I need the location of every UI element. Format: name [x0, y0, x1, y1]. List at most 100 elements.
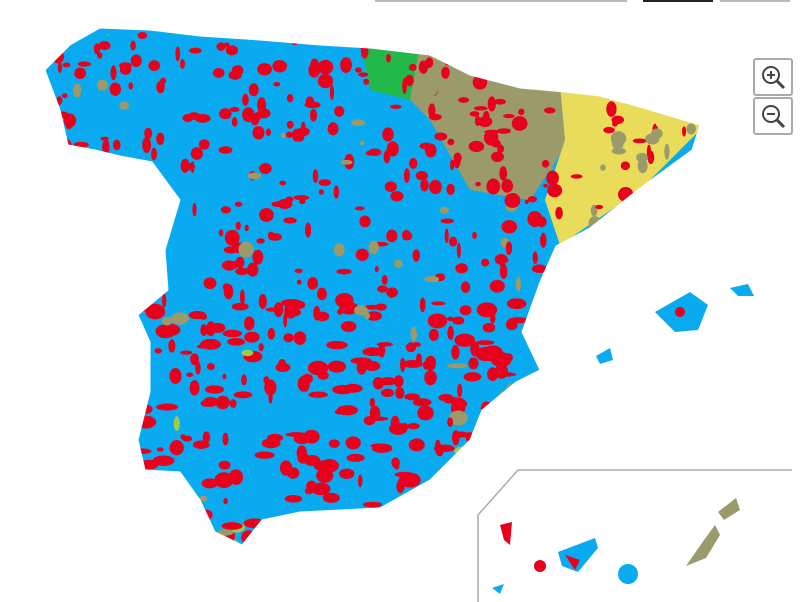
patch	[447, 325, 454, 341]
patch	[515, 276, 522, 292]
patch	[583, 493, 600, 509]
patch	[631, 310, 646, 325]
patch	[563, 478, 582, 484]
patch	[66, 378, 85, 391]
patch	[449, 481, 458, 494]
patch	[219, 108, 232, 120]
patch	[258, 343, 264, 352]
patch	[45, 341, 57, 355]
patch	[335, 292, 354, 308]
patch	[335, 529, 348, 545]
patch	[527, 210, 543, 227]
patch	[424, 276, 440, 283]
patch	[222, 373, 227, 380]
patch	[555, 31, 566, 45]
patch	[631, 220, 642, 237]
patch	[225, 45, 239, 56]
patch	[189, 380, 200, 396]
island	[618, 564, 638, 584]
patch	[438, 467, 446, 477]
zoom-in-button[interactable]	[753, 58, 793, 96]
patch	[216, 42, 226, 51]
patch	[637, 143, 645, 151]
patch	[662, 526, 683, 532]
patch	[96, 538, 111, 543]
patch	[658, 536, 664, 545]
patch	[683, 265, 697, 272]
patch	[221, 522, 243, 530]
patch	[590, 448, 601, 459]
patch	[301, 377, 310, 392]
island	[500, 522, 512, 545]
patch	[616, 261, 629, 276]
patch	[345, 436, 361, 450]
patch	[641, 69, 657, 82]
patch	[247, 172, 262, 180]
patch	[267, 524, 285, 532]
patch	[190, 147, 203, 160]
patch	[56, 367, 70, 374]
patch	[688, 441, 700, 452]
patch	[340, 57, 352, 73]
patch	[62, 62, 71, 68]
patch	[620, 161, 630, 171]
patch	[676, 489, 690, 501]
patch	[655, 121, 667, 128]
patch	[67, 240, 83, 248]
patch	[78, 417, 87, 423]
patch	[336, 268, 352, 275]
zoom-out-button[interactable]	[753, 97, 793, 135]
patch	[577, 28, 587, 29]
patch	[119, 513, 139, 530]
patch	[97, 52, 103, 59]
patch	[106, 291, 112, 305]
patch	[180, 158, 190, 173]
patch	[599, 376, 606, 387]
patch	[36, 497, 44, 510]
island	[718, 498, 740, 520]
patch	[223, 498, 228, 505]
patch	[554, 38, 559, 53]
patch	[366, 311, 382, 321]
patch	[61, 321, 75, 337]
patch	[484, 129, 501, 134]
patch	[624, 454, 636, 469]
patch	[54, 483, 60, 489]
patch	[637, 61, 648, 76]
patch	[601, 471, 612, 484]
patch	[229, 399, 237, 408]
patch	[666, 51, 673, 60]
patch	[203, 527, 213, 539]
patch	[402, 360, 423, 368]
patch	[657, 46, 668, 52]
patch	[425, 355, 437, 371]
patch	[201, 478, 218, 489]
patch	[283, 333, 294, 343]
patch	[651, 128, 663, 139]
patch	[556, 509, 567, 518]
patch	[472, 231, 477, 240]
patch	[82, 183, 93, 191]
patch	[87, 322, 92, 333]
patch	[600, 164, 606, 171]
patch	[204, 385, 224, 394]
patch	[691, 508, 700, 513]
patch	[486, 178, 501, 195]
patch	[511, 514, 527, 529]
patch	[516, 60, 532, 67]
patch	[611, 115, 625, 125]
patch	[267, 327, 276, 340]
patch	[169, 440, 184, 456]
patch	[232, 260, 239, 269]
patch	[405, 36, 417, 47]
patch	[606, 334, 613, 341]
patch	[678, 449, 697, 465]
patch	[526, 465, 541, 480]
patch	[425, 57, 434, 68]
patch	[657, 487, 664, 500]
patch	[693, 265, 700, 280]
patch	[588, 78, 605, 86]
patch	[692, 383, 700, 398]
patch	[494, 98, 506, 105]
patch	[474, 115, 481, 127]
